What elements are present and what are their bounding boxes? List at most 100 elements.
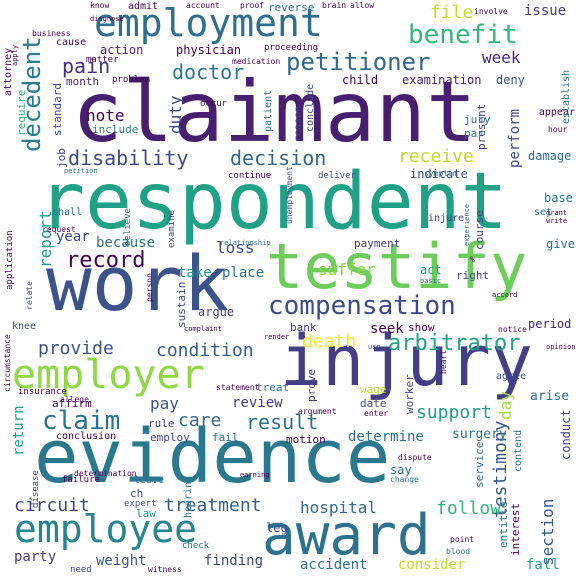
word: need (70, 565, 92, 575)
word: hospital (300, 498, 378, 517)
word: proof (240, 1, 265, 10)
word: file (430, 2, 474, 23)
word: petitioner (286, 48, 431, 76)
word: award (262, 503, 431, 568)
word: consider (398, 557, 466, 573)
word: child (342, 73, 379, 87)
word: continue (228, 171, 272, 181)
word: enter (364, 409, 389, 418)
word: matter (86, 55, 119, 65)
word: failure (62, 475, 100, 485)
word: benefit (408, 20, 518, 50)
word: death (302, 331, 357, 352)
word: day (496, 391, 515, 420)
word: period (528, 317, 572, 331)
word: leave (134, 475, 165, 486)
word: pay (150, 394, 179, 413)
word: hour (548, 125, 568, 134)
word: use (368, 343, 381, 351)
word: claim (42, 406, 121, 436)
word: ch (130, 487, 144, 500)
word: symptom (424, 169, 458, 178)
word: account (186, 1, 220, 10)
word: prove (305, 368, 318, 402)
word: finding (204, 553, 264, 569)
word: allow (350, 1, 375, 10)
word: motion (286, 433, 326, 446)
word: petition (64, 167, 98, 175)
word: business (32, 29, 71, 38)
word: service (473, 441, 486, 488)
word: involve (474, 7, 508, 16)
word: insurance (18, 387, 67, 397)
word: duty (166, 95, 185, 134)
word: standard (51, 83, 64, 136)
word: issue (524, 3, 567, 19)
word: right (456, 269, 490, 282)
word: provide (38, 338, 114, 359)
word: claimant (72, 63, 477, 161)
word: care (178, 410, 222, 431)
word: blood (446, 547, 471, 556)
word: weight (96, 553, 147, 569)
word: condition (156, 340, 254, 361)
word: determination (74, 469, 137, 478)
word: work (46, 239, 230, 328)
word: notice (498, 325, 527, 334)
word: surgery (452, 427, 507, 442)
word: disease (31, 470, 41, 508)
word: indicate (410, 167, 468, 181)
word: cause (56, 37, 87, 48)
word: return (11, 405, 27, 456)
word: check (182, 541, 210, 551)
word: knee (12, 321, 37, 332)
word: worker (403, 374, 416, 414)
word: % (470, 255, 475, 264)
word: require (15, 89, 28, 136)
word: pain (62, 54, 111, 78)
word: render (264, 333, 290, 341)
word: take (178, 265, 212, 281)
word: employment (94, 1, 323, 45)
word: treatment (164, 495, 262, 516)
word: opinion (546, 343, 576, 351)
word: grant (546, 209, 568, 217)
word: deliver (318, 171, 356, 181)
word: loss (216, 238, 255, 257)
word: diagnose (90, 15, 124, 23)
word: decision (230, 146, 327, 170)
word: include (92, 123, 139, 136)
word: point (450, 535, 475, 544)
word: person (145, 273, 154, 302)
word: expert (124, 499, 157, 509)
word: par (464, 127, 484, 140)
word: examine (167, 210, 177, 248)
word: know (90, 1, 110, 10)
word: dispute (398, 453, 432, 462)
word: testify (266, 230, 528, 303)
word: week (482, 48, 521, 67)
word: fail (212, 431, 239, 444)
word: jury (464, 113, 491, 126)
word: month (66, 75, 100, 88)
word: act (420, 263, 442, 277)
word: determine (348, 429, 424, 445)
word: show (408, 321, 435, 334)
word: action (100, 43, 144, 57)
word: conduct (559, 409, 573, 460)
word: review (232, 395, 283, 411)
word: admit (128, 1, 159, 12)
word: conclusion (56, 431, 117, 442)
word: note (86, 106, 125, 125)
word: support (416, 402, 492, 423)
word: application (5, 230, 15, 290)
word: treat (256, 381, 290, 394)
word: course (473, 210, 486, 250)
word: because (96, 235, 156, 251)
word: establish (561, 69, 572, 124)
word: place (222, 265, 265, 281)
word: injury (280, 320, 533, 402)
word: leg (266, 521, 288, 535)
word: report (36, 210, 55, 268)
word: basic (420, 277, 442, 285)
